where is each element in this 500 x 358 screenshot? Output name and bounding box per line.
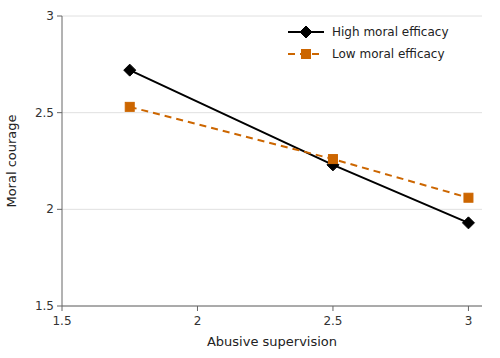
x-tick-label: 2 [194,314,202,328]
y-tick [57,306,62,307]
plot-area [124,64,475,229]
series [124,64,475,229]
x-axis-label: Abusive supervision [207,334,337,349]
grid-line [62,209,482,210]
series [125,102,473,202]
x-tick-label: 3 [465,314,473,328]
y-tick [57,16,62,17]
grid-line [62,112,482,113]
grid [62,16,482,306]
y-axis-label: Moral courage [4,114,19,207]
legend-marker [300,26,312,38]
y-tick-label: 2 [46,202,54,216]
x-tick [62,306,63,311]
series-line [130,70,469,223]
y-axis-line [62,16,63,306]
legend-marker [302,50,311,59]
x-tick [468,306,469,311]
series-line [130,107,469,198]
x-tick [197,306,198,311]
data-point [464,193,473,202]
legend: High moral efficacy Low moral efficacy [288,25,449,61]
data-point [328,155,337,164]
data-point [124,64,136,76]
y-tick [57,209,62,210]
legend-label: High moral efficacy [332,25,449,39]
y-tick-label: 1.5 [35,299,54,313]
y-tick [57,112,62,113]
x-tick-label: 1.5 [52,314,71,328]
x-axis-line [62,306,482,307]
legend-label: Low moral efficacy [332,47,445,61]
y-tick-label: 2.5 [35,106,54,120]
y-axis: 1.5 2 2.5 3 [35,9,62,313]
x-tick-label: 2.5 [323,314,342,328]
y-tick-label: 3 [46,9,54,23]
chart: 1.5 2 2.5 3 1.5 2 2.5 3 Abusive supervision Moral… [0,0,500,358]
x-axis: 1.5 2 2.5 3 [52,306,472,328]
grid-line [62,306,482,307]
data-point [125,102,134,111]
grid-line [62,16,482,17]
data-point [462,217,474,229]
x-tick [332,306,333,311]
